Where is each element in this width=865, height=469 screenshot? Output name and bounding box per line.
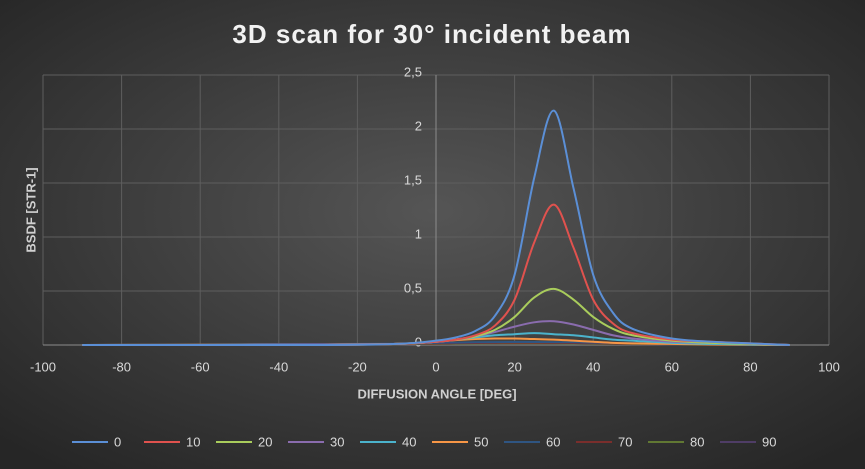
x-tick-label: 60 <box>665 359 679 374</box>
x-tick-label: 100 <box>818 359 840 374</box>
legend-label: 90 <box>762 434 776 449</box>
y-tick-label: 0,5 <box>404 280 422 295</box>
y-tick-label: 1,5 <box>404 172 422 187</box>
x-tick-label: 80 <box>743 359 757 374</box>
x-tick-label: -100 <box>30 359 56 374</box>
x-tick-label: -20 <box>348 359 367 374</box>
x-tick-label: 20 <box>507 359 521 374</box>
x-tick-label: -80 <box>112 359 131 374</box>
x-tick-label: 0 <box>432 359 439 374</box>
legend-label: 20 <box>258 434 272 449</box>
x-axis-label: DIFFUSION ANGLE [DEG] <box>357 386 516 401</box>
y-axis-label: BSDF [STR-1] <box>23 167 38 252</box>
legend-label: 10 <box>186 434 200 449</box>
y-tick-label: 1 <box>415 226 422 241</box>
legend-label: 60 <box>546 434 560 449</box>
legend-label: 50 <box>474 434 488 449</box>
y-tick-label: 2,5 <box>404 64 422 79</box>
legend-label: 0 <box>114 434 121 449</box>
y-tick-label: 2 <box>415 118 422 133</box>
legend-label: 40 <box>402 434 416 449</box>
x-tick-label: -60 <box>191 359 210 374</box>
x-tick-label: -40 <box>269 359 288 374</box>
series-line <box>82 109 790 347</box>
legend-label: 80 <box>690 434 704 449</box>
chart-title: 3D scan for 30° incident beam <box>232 19 631 49</box>
legend-label: 30 <box>330 434 344 449</box>
x-tick-label: 40 <box>586 359 600 374</box>
legend-label: 70 <box>618 434 632 449</box>
